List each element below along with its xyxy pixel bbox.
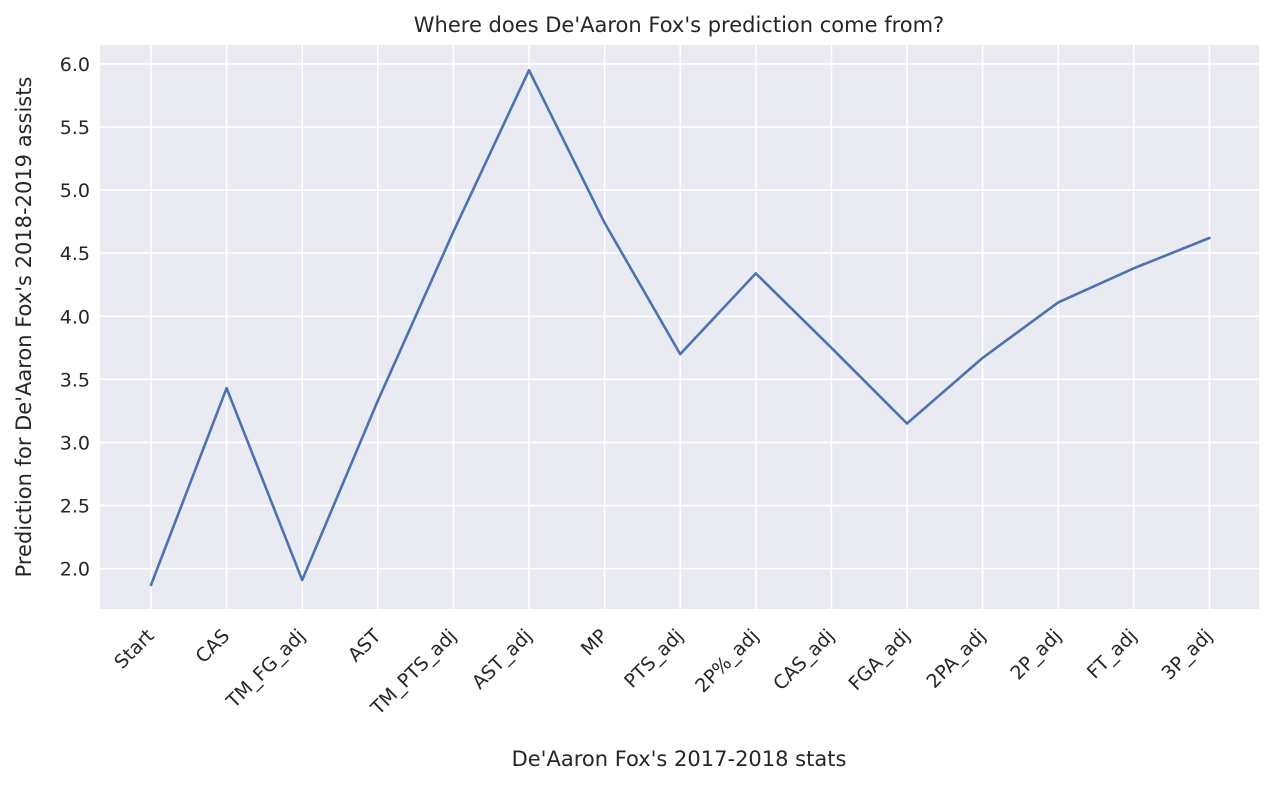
x-tick-label: MP [577, 625, 612, 660]
y-tick-label: 6.0 [60, 54, 90, 76]
y-tick-labels: 2.0 2.5 3.0 3.5 4.0 4.5 5.0 5.5 6.0 [60, 54, 90, 581]
y-tick-label: 4.5 [60, 243, 90, 265]
y-tick-label: 5.5 [60, 117, 90, 139]
x-tick-label: CAS [191, 625, 234, 668]
series-layer [149, 68, 1211, 587]
y-tick-label: 2.0 [60, 559, 90, 581]
y-tick-label: 5.0 [60, 180, 90, 202]
x-tick-label: 2P_adj [1006, 625, 1065, 684]
x-tick-label: CAS_adj [769, 625, 839, 695]
x-tick-label: 2PA_adj [922, 625, 990, 693]
y-axis-label: Prediction for De'Aaron Fox's 2018-2019 … [12, 77, 36, 578]
x-axis-label: De'Aaron Fox's 2017-2018 stats [512, 747, 847, 771]
x-tick-label: FT_adj [1083, 625, 1141, 683]
series-line [149, 68, 1211, 587]
x-tick-label: 3P_adj [1158, 625, 1217, 684]
x-tick-label: FGA_adj [844, 625, 914, 695]
x-tick-label: Start [110, 625, 158, 673]
x-tick-label: 2P%_adj [691, 625, 763, 697]
x-tick-label: PTS_adj [620, 625, 688, 693]
y-tick-label: 4.0 [60, 306, 90, 328]
x-tick-label: TM_FG_adj [222, 625, 310, 713]
chart-title: Where does De'Aaron Fox's prediction com… [414, 13, 944, 37]
y-tick-label: 3.0 [60, 432, 90, 454]
x-tick-label: AST_adj [468, 625, 537, 694]
y-tick-label: 2.5 [60, 496, 90, 518]
x-tick-label: AST [344, 625, 386, 667]
y-tick-label: 3.5 [60, 369, 90, 391]
grid-lines [100, 45, 1259, 609]
